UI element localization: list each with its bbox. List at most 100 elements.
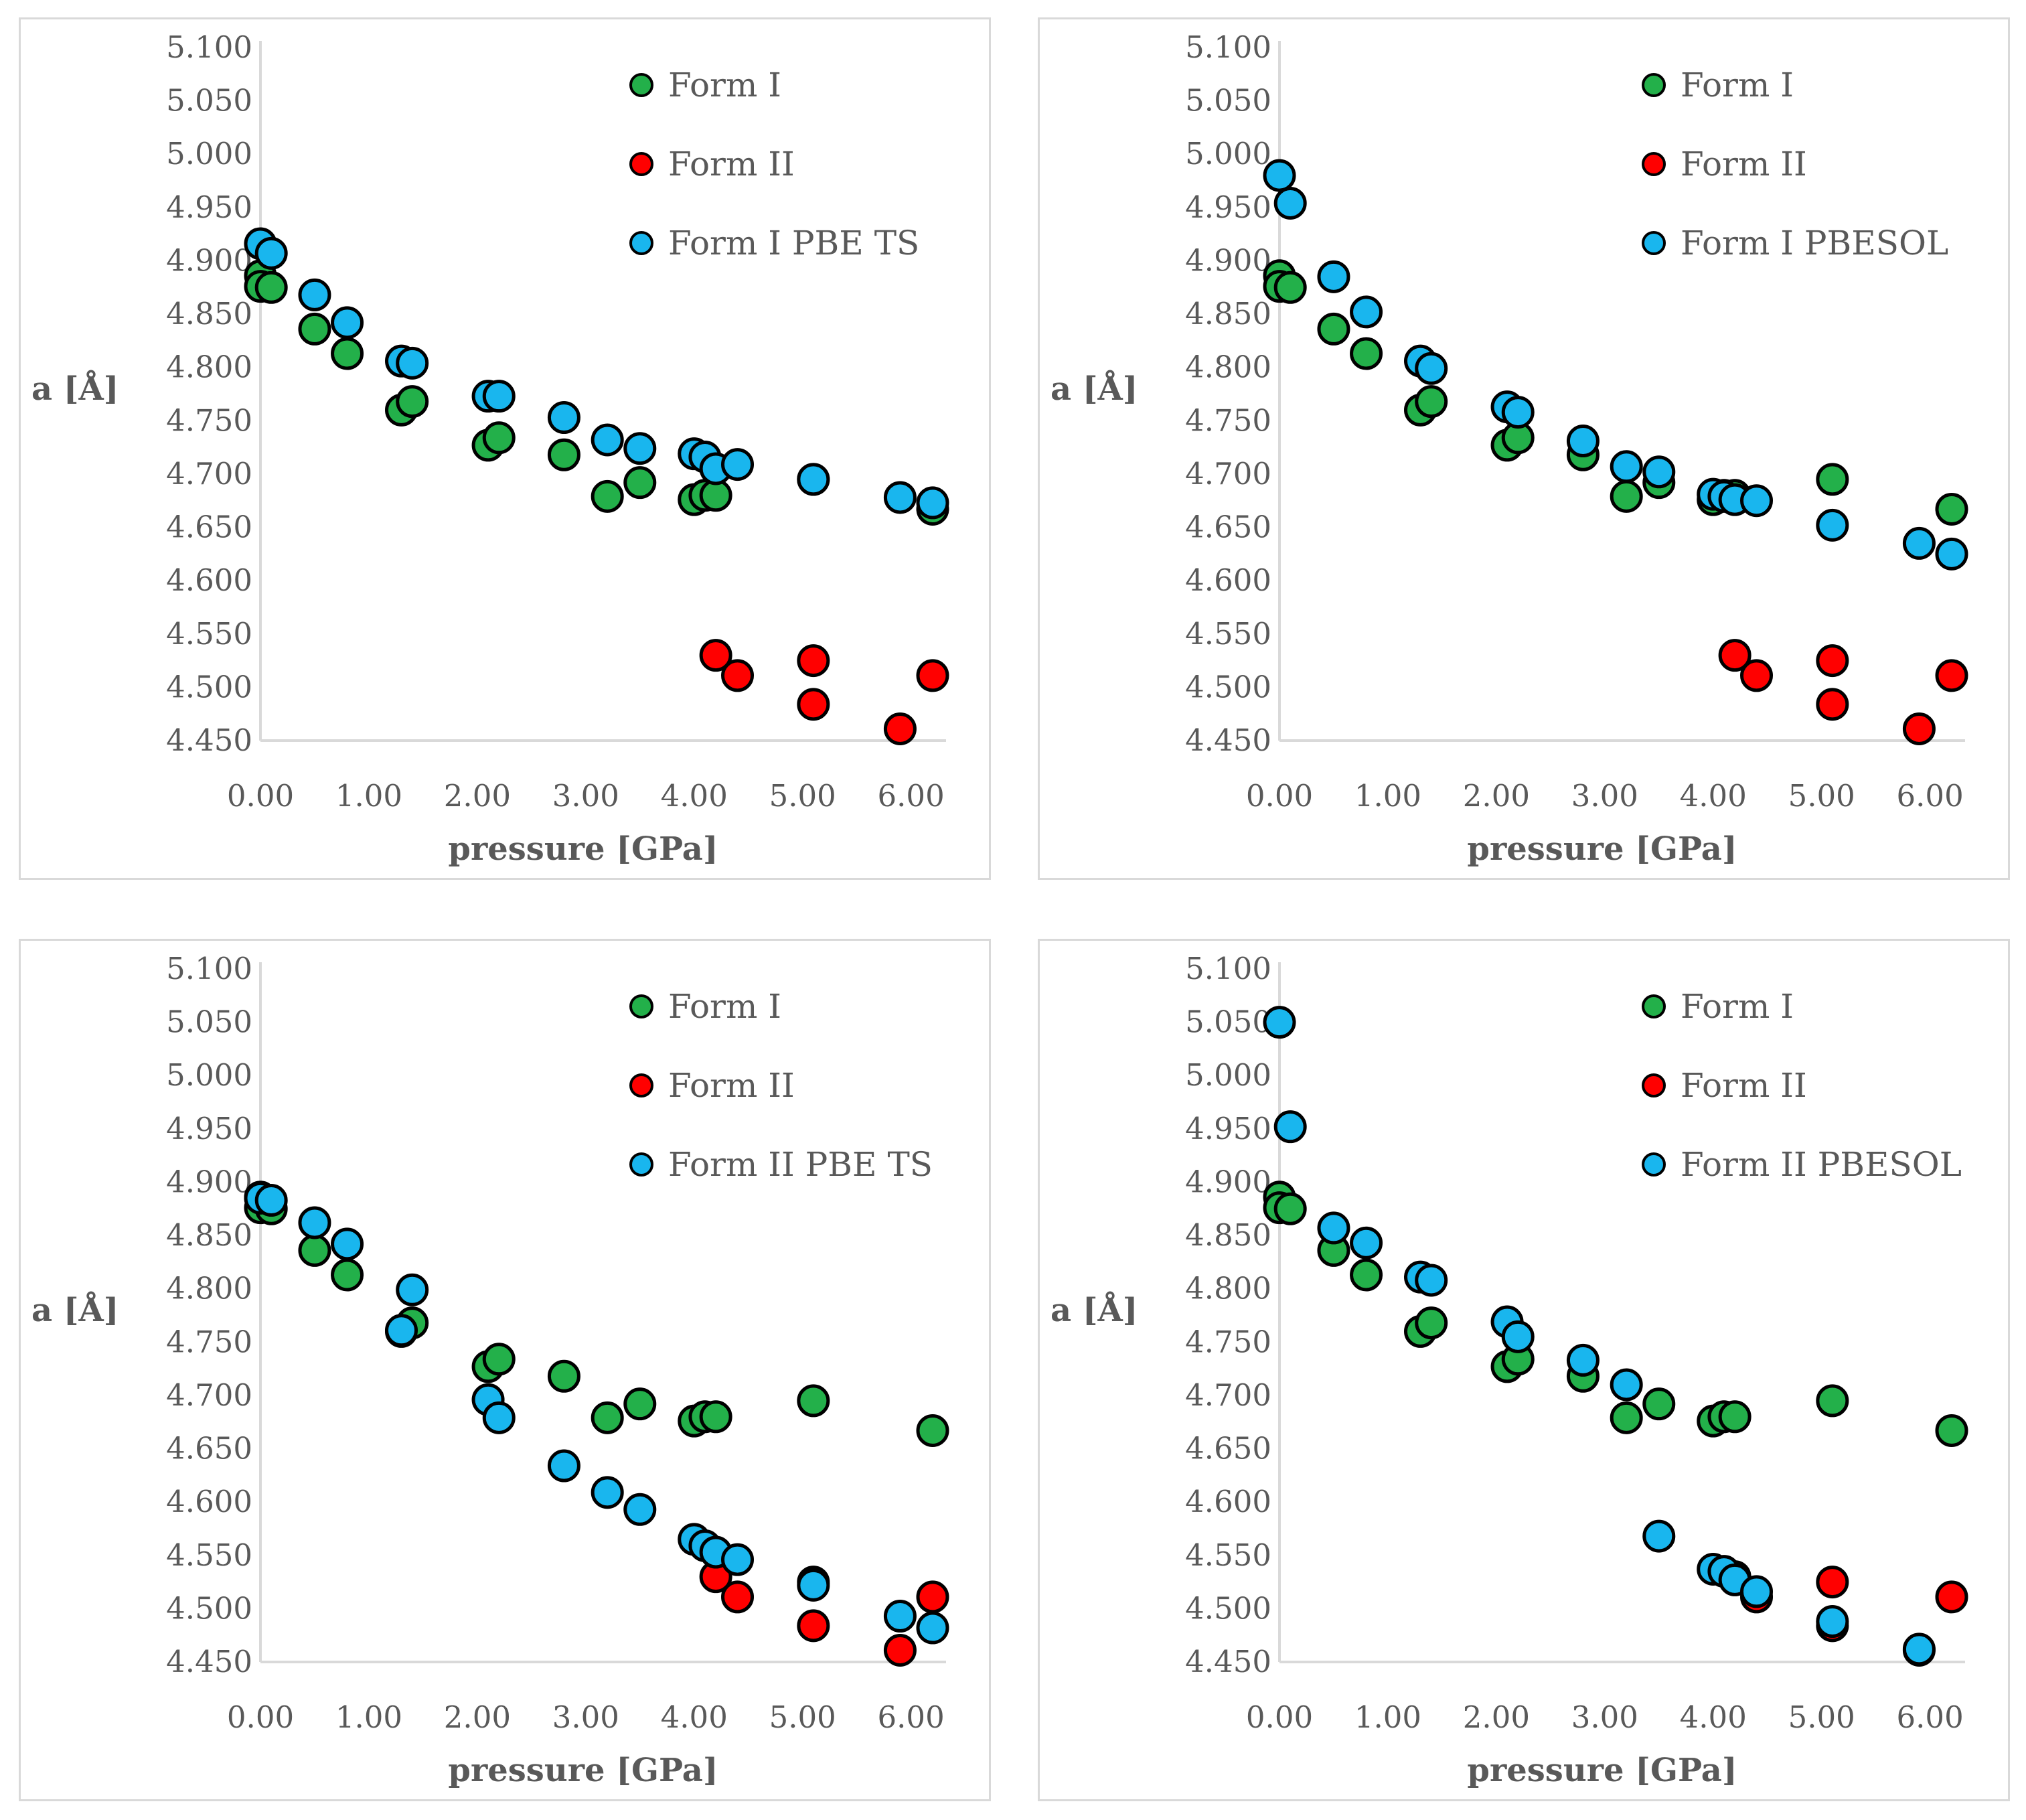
y-tick-label: 4.800 (1185, 350, 1271, 385)
data-point (1902, 712, 1936, 745)
legend-label: Form II PBE TS (668, 1145, 933, 1184)
y-tick-label: 5.050 (1185, 83, 1271, 119)
x-tick-label: 6.00 (878, 778, 945, 814)
scatter-chart: 4.450 4.500 4.550 4.600 4.650 4.700 4.750 4.800… (31, 951, 949, 1789)
data-point (721, 659, 755, 692)
data-point (482, 1401, 516, 1434)
legend-label: Form II (1681, 145, 1807, 183)
data-point (1610, 1401, 1643, 1434)
y-tick-label: 4.500 (166, 1590, 252, 1626)
y-axis-title: a [Å] (1050, 1291, 1138, 1329)
y-tick-label: 5.000 (166, 136, 252, 171)
y-tick-label: 4.850 (1185, 296, 1271, 331)
legend-marker (629, 1152, 653, 1177)
data-point (1740, 484, 1774, 518)
y-tick-label: 4.850 (1185, 1217, 1271, 1253)
y-axis-title: a [Å] (31, 1291, 119, 1329)
y-tick-label: 5.000 (1185, 1057, 1271, 1093)
data-point (797, 1568, 830, 1602)
legend-marker (629, 73, 653, 97)
data-point (1273, 271, 1307, 304)
data-point (1415, 385, 1448, 419)
x-tick-label: 2.00 (1463, 1699, 1530, 1735)
data-point (1902, 526, 1936, 560)
data-point (1642, 455, 1676, 489)
y-axis-title: a [Å] (31, 370, 119, 408)
data-point (1415, 352, 1448, 385)
legend-marker (1642, 1073, 1666, 1097)
chart-panel-top-left: 4.450 4.500 4.550 4.600 4.650 4.700 4.750 4.800… (19, 17, 991, 880)
data-point (1935, 1414, 1968, 1447)
y-tick-label: 4.850 (166, 1217, 252, 1253)
data-point (547, 438, 580, 471)
y-tick-label: 5.100 (1185, 951, 1271, 986)
data-point (1317, 312, 1350, 346)
data-point (1610, 1368, 1643, 1401)
data-point (1350, 1258, 1383, 1292)
x-tick-label: 6.00 (1897, 778, 1964, 814)
legend-marker (1642, 73, 1666, 97)
y-tick-label: 4.950 (166, 1111, 252, 1146)
y-tick-label: 5.000 (1185, 136, 1271, 171)
y-tick-label: 4.500 (1185, 669, 1271, 704)
data-point (547, 1359, 580, 1393)
data-point (1740, 1575, 1774, 1608)
data-point (1718, 639, 1751, 672)
series-form-i (1263, 1181, 1968, 1447)
y-tick-label: 5.000 (166, 1057, 252, 1093)
data-point (298, 1233, 331, 1267)
x-tick-label: 4.00 (1680, 778, 1747, 814)
y-tick-label: 4.450 (1185, 1644, 1271, 1679)
data-point (797, 1384, 830, 1418)
legend-label: Form II (668, 145, 795, 183)
x-tick-label: 5.00 (1788, 1699, 1855, 1735)
data-point (1415, 1306, 1448, 1340)
data-point (1317, 260, 1350, 293)
data-point (797, 688, 830, 721)
data-point (591, 1401, 624, 1434)
legend-marker (1642, 152, 1666, 176)
x-tick-label: 1.00 (1354, 778, 1421, 814)
data-point (1350, 337, 1383, 370)
y-tick-label: 5.100 (166, 951, 252, 986)
y-tick-label: 4.750 (1185, 402, 1271, 438)
y-axis-title: a [Å] (1050, 370, 1138, 408)
y-tick-label: 4.500 (166, 669, 252, 704)
x-tick-label: 0.00 (227, 778, 294, 814)
data-point (396, 346, 429, 380)
x-tick-label: 2.00 (1463, 778, 1530, 814)
chart-panel-bottom-left: 4.450 4.500 4.550 4.600 4.650 4.700 4.750 4.800… (19, 939, 991, 1801)
data-point (797, 644, 830, 678)
data-point (916, 1611, 949, 1645)
y-tick-label: 4.650 (1185, 1431, 1271, 1466)
y-tick-label: 4.500 (1185, 1590, 1271, 1626)
x-tick-label: 0.00 (227, 1699, 294, 1735)
data-point (1642, 1387, 1676, 1421)
y-tick-label: 4.550 (166, 1537, 252, 1573)
data-point (1816, 644, 1849, 678)
x-tick-label: 6.00 (1897, 1699, 1964, 1735)
data-point (591, 423, 624, 457)
data-point (331, 1227, 364, 1261)
x-tick-label: 1.00 (335, 778, 402, 814)
y-tick-label: 4.750 (166, 402, 252, 438)
legend-label: Form I PBE TS (668, 224, 919, 262)
data-point (482, 1343, 516, 1376)
data-point (331, 306, 364, 339)
y-tick-label: 4.550 (166, 616, 252, 652)
data-point (1350, 295, 1383, 329)
x-axis-title: pressure [GPa] (1467, 1752, 1737, 1789)
y-tick-label: 4.750 (1185, 1324, 1271, 1359)
data-point (623, 466, 657, 500)
y-tick-label: 4.900 (1185, 1164, 1271, 1199)
y-tick-label: 4.450 (1185, 723, 1271, 758)
y-tick-label: 5.100 (166, 29, 252, 65)
x-tick-label: 3.00 (552, 778, 619, 814)
x-tick-label: 3.00 (1571, 778, 1638, 814)
scatter-chart: 4.450 4.500 4.550 4.600 4.650 4.700 4.750 4.800… (31, 29, 949, 868)
y-tick-label: 4.900 (166, 242, 252, 278)
series-form-i-pbesol (1263, 159, 1968, 571)
data-point (385, 1314, 418, 1347)
data-point (1415, 1264, 1448, 1297)
x-axis-title: pressure [GPa] (448, 1752, 718, 1789)
